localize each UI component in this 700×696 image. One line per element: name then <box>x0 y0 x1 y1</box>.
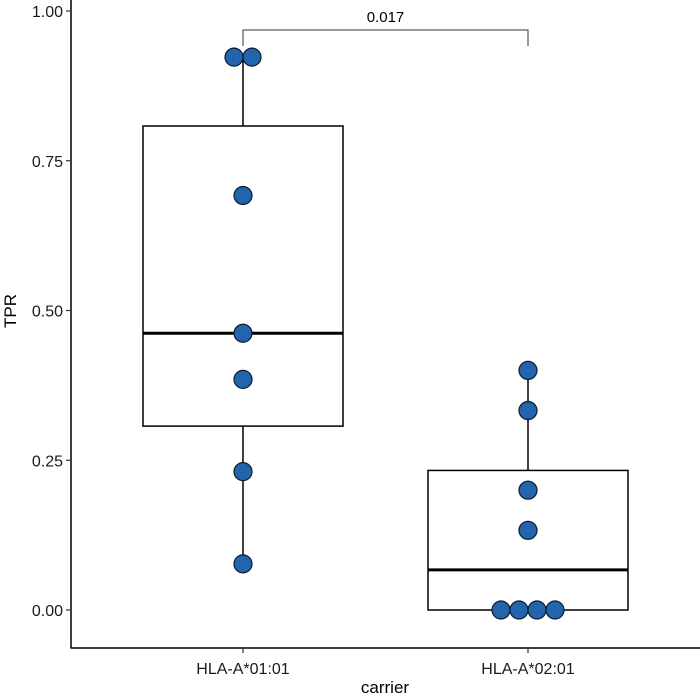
y-axis-title: TPR <box>1 294 20 328</box>
data-point <box>491 600 511 620</box>
data-point <box>518 400 538 421</box>
data-point <box>545 600 565 620</box>
data-point <box>233 462 253 482</box>
y-tick-label: 0.75 <box>32 154 63 171</box>
data-point <box>527 600 547 620</box>
p-value-label: 0.017 <box>367 9 405 26</box>
x-tick-label: HLA-A*02:01 <box>481 661 574 678</box>
data-point <box>224 47 244 67</box>
data-point <box>233 554 253 574</box>
y-tick-label: 0.00 <box>32 603 63 620</box>
data-point <box>233 369 253 389</box>
data-point <box>518 520 538 540</box>
data-point <box>518 480 538 500</box>
y-tick-label: 0.50 <box>32 304 63 321</box>
x-axis-title: carrier <box>361 678 410 696</box>
significance-bracket <box>242 29 529 46</box>
data-point <box>233 323 253 343</box>
data-point <box>233 185 253 206</box>
data-point <box>518 360 538 380</box>
data-point <box>242 47 262 67</box>
y-tick-label: 0.25 <box>32 453 63 470</box>
data-point <box>509 600 529 620</box>
x-tick-label: HLA-A*01:01 <box>196 661 289 678</box>
y-tick-label: 1.00 <box>32 4 63 21</box>
